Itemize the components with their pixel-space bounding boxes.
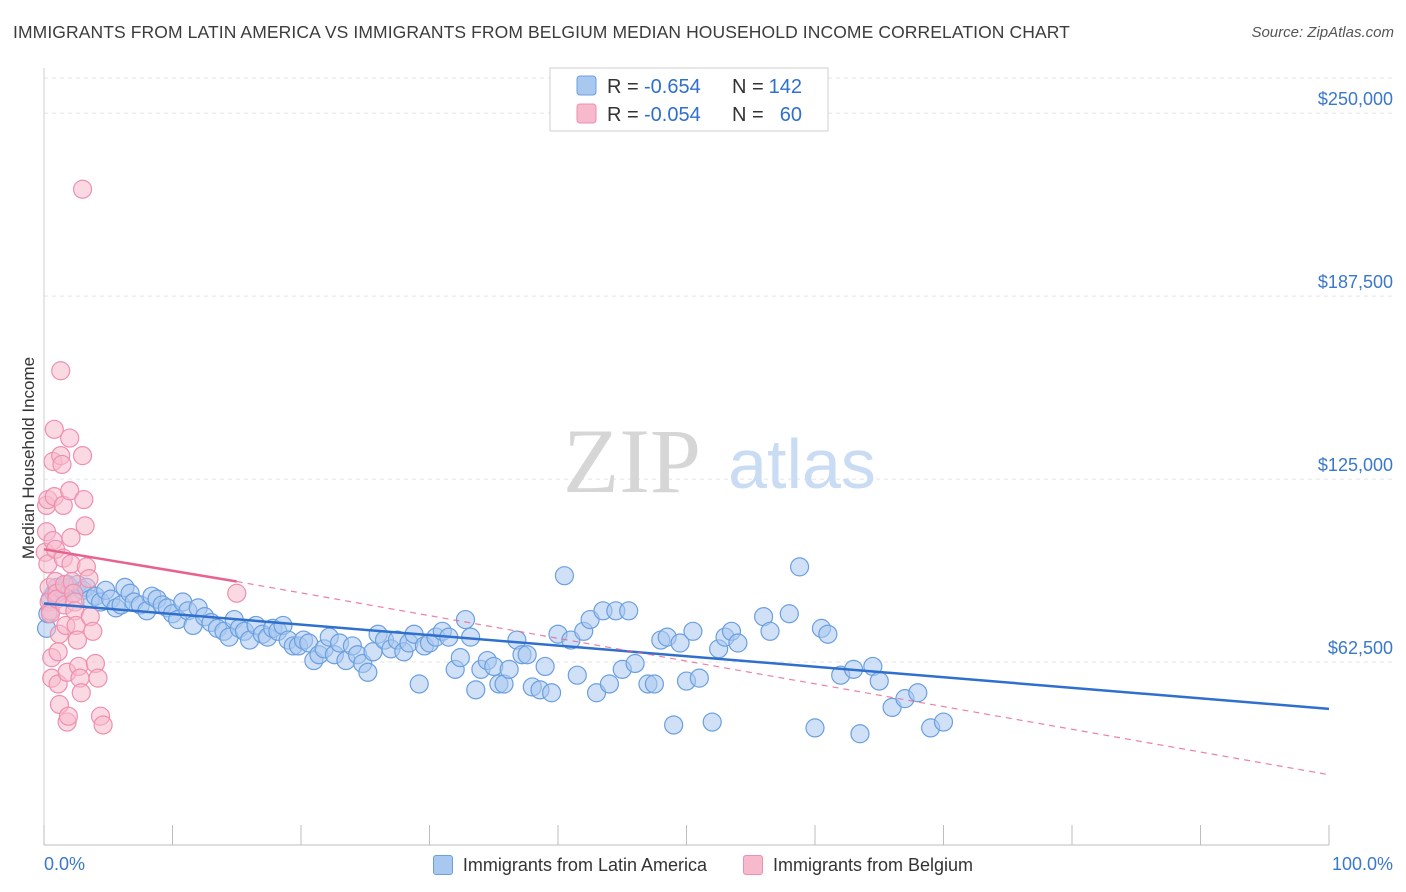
belgium-point: [93, 715, 113, 735]
belgium-point: [61, 528, 81, 548]
watermark-zip: ZIP: [563, 410, 701, 512]
latin-america-point: [779, 604, 799, 624]
latin-america-point: [517, 645, 537, 665]
belgium-point: [227, 583, 247, 603]
latin-america-point: [409, 674, 429, 694]
legend-n-value-2: 60: [780, 104, 802, 126]
belgium-point: [48, 642, 68, 662]
belgium-point: [44, 419, 64, 439]
y-tick-label: $125,000: [1318, 455, 1393, 475]
belgium-point: [88, 668, 108, 688]
latin-america-point: [535, 656, 555, 677]
latin-america-point: [599, 674, 620, 694]
belgium-point: [71, 683, 91, 703]
belgium-trend-line-extended: [236, 580, 1330, 776]
latin-america-point: [466, 680, 486, 700]
latin-america-point: [689, 668, 709, 688]
axes: $62,500 $125,000 $187,500 $250,000: [43, 68, 1393, 846]
belgium-point: [58, 706, 79, 726]
latin-america-point: [683, 621, 703, 641]
latin-america-point: [908, 683, 928, 703]
latin-america-point: [670, 633, 690, 653]
belgium-point: [75, 516, 95, 536]
belgium-point: [72, 446, 93, 466]
latin-america-point: [567, 665, 587, 685]
legend-r-value-1: -0.654: [644, 76, 701, 98]
y-tick-label: $62,500: [1328, 638, 1393, 658]
legend-r-label-1: R =: [607, 76, 639, 98]
latin-america-point: [850, 724, 870, 744]
latin-america-point: [450, 648, 470, 668]
latin-america-point: [760, 621, 780, 641]
latin-america-point: [789, 557, 810, 577]
gridlines: [44, 77, 1395, 663]
series-swatch-blue: [432, 855, 453, 875]
belgium-point: [72, 179, 93, 199]
belgium-trend-line: [43, 548, 237, 583]
chart-title: IMMIGRANTS FROM LATIN AMERICA VS IMMIGRA…: [13, 22, 1070, 42]
latin-america-point: [625, 653, 645, 674]
latin-america-point: [619, 601, 639, 621]
belgium-point: [79, 568, 99, 589]
series-label-latin-america: Immigrants from Latin America: [462, 854, 707, 875]
series-legend-item-belgium: Immigrants from Belgium: [743, 855, 973, 876]
y-tick-label: $187,500: [1318, 272, 1393, 292]
belgium-point: [83, 621, 103, 641]
legend-n-value-1: 142: [769, 76, 802, 98]
latin-america-point: [805, 718, 825, 738]
latin-america-point: [358, 662, 378, 682]
legend-swatch-pink: [576, 103, 597, 124]
x-tick-label-end: 100.0%: [1332, 854, 1393, 874]
belgium-point: [52, 454, 72, 475]
y-axis-label: Median Household Income: [19, 357, 38, 559]
x-tick-label-start: 0.0%: [44, 854, 85, 874]
series-label-belgium: Immigrants from Belgium: [773, 854, 974, 875]
legend-r-value-2: -0.054: [644, 104, 701, 126]
latin-america-point: [818, 624, 838, 644]
watermark-atlas: atlas: [728, 425, 876, 503]
latin-america-point: [499, 659, 519, 679]
latin-america-point: [644, 674, 664, 694]
series-legend-item-latin-america: Immigrants from Latin America: [432, 854, 707, 876]
latin-america-point: [664, 715, 684, 735]
data-points: [35, 179, 954, 744]
belgium-point: [74, 489, 94, 510]
belgium-point: [60, 428, 80, 448]
legend-n-label-2: N =: [732, 104, 764, 126]
legend-swatch-blue: [576, 75, 597, 96]
source-label: Source: ZipAtlas.com: [1251, 24, 1394, 41]
legend-n-label-1: N =: [732, 76, 764, 98]
latin-america-point: [455, 609, 476, 630]
trend-lines: [43, 548, 1330, 776]
belgium-point: [60, 481, 80, 501]
latin-america-point: [933, 712, 954, 732]
latin-america-point: [702, 712, 722, 732]
latin-america-trend-line: [43, 602, 1330, 711]
latin-america-point: [554, 566, 575, 586]
belgium-point: [51, 361, 71, 381]
series-legend: Immigrants from Latin America Immigrants…: [0, 851, 1406, 879]
latin-america-point: [541, 683, 562, 703]
belgium-point: [67, 630, 88, 650]
y-tick-label: $250,000: [1318, 89, 1393, 109]
correlation-legend: R = -0.654 N = 142 R = -0.054 N = 60: [549, 67, 829, 132]
legend-r-label-2: R =: [607, 104, 639, 126]
latin-america-point: [728, 633, 748, 653]
series-swatch-pink: [743, 855, 763, 875]
latin-america-point: [869, 671, 889, 691]
